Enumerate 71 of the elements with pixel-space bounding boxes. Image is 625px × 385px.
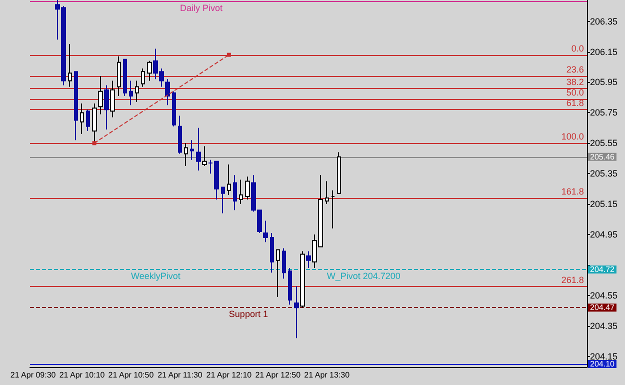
candlestick [306, 250, 311, 269]
candlestick [98, 76, 103, 115]
x-tick-label: 21 Apr 09:30 [10, 370, 56, 380]
candlestick [104, 84, 109, 130]
candlestick [227, 164, 231, 196]
y-tick-label: 205.55 [590, 138, 618, 148]
candlestick [190, 140, 194, 160]
annotation: 50.0 [566, 87, 584, 98]
annotation: 61.8 [566, 98, 584, 108]
candlestick [80, 103, 84, 135]
candlestick [337, 152, 341, 194]
candlestick [117, 56, 121, 96]
y-tick-label: 205.15 [590, 199, 618, 210]
annotation: 100.0 [561, 132, 584, 142]
candlestick [300, 250, 305, 308]
annotation: Daily Pivot [180, 3, 223, 14]
candlestick [92, 103, 97, 144]
y-tick-label: 204.55 [590, 290, 618, 300]
candlestick [135, 80, 139, 103]
ref-line-label: 204.10 [590, 359, 616, 368]
x-tick-label: 21 Apr 12:50 [255, 370, 302, 380]
annotation: 261.8 [561, 274, 584, 285]
ref-line-label: 204.72 [590, 265, 616, 274]
candlestick [123, 58, 127, 96]
candlestick [294, 286, 299, 339]
candlestick [141, 68, 145, 88]
candlestick [221, 186, 225, 214]
candlestick [165, 78, 170, 106]
candlestick [68, 44, 72, 88]
y-tick-label: 204.15 [590, 351, 618, 362]
candlestick [239, 179, 243, 205]
y-tick-label: 206.35 [590, 16, 618, 26]
y-tick-label: 205.95 [590, 77, 618, 88]
candlestick [129, 80, 133, 106]
y-tick-label: 205.35 [590, 168, 618, 179]
annotation: 161.8 [561, 186, 584, 196]
candlestick [86, 109, 90, 132]
candlestick [172, 90, 176, 127]
annotation: 23.6 [566, 64, 584, 75]
candlestick [245, 176, 250, 200]
x-tick-label: 21 Apr 11:30 [158, 370, 203, 380]
annotation: 0.0 [571, 43, 584, 54]
x-tick-label: 21 Apr 12:10 [206, 370, 252, 380]
candlestick [184, 142, 188, 166]
candlestick [233, 174, 237, 211]
candlestick [74, 71, 78, 141]
ref-line-label: 205.46 [590, 152, 616, 162]
annotation: W_Pivot 204.7200 [326, 271, 400, 282]
candlestick [202, 146, 207, 166]
x-tick-label: 21 Apr 13:30 [304, 370, 350, 380]
candlestick [263, 220, 268, 243]
x-tick-label: 21 Apr 10:50 [108, 370, 154, 380]
candlestick [282, 248, 286, 280]
y-tick-label: 204.95 [590, 230, 618, 240]
candlestick [276, 249, 280, 298]
candlestick [288, 268, 292, 306]
x-tick-label: 21 Apr 10:10 [59, 370, 106, 380]
candlestick [147, 60, 152, 82]
candlestick [110, 80, 115, 118]
ref-line-label: 204.47 [590, 303, 616, 312]
annotation: WeeklyPivot [130, 271, 181, 282]
candlestick [178, 115, 182, 154]
annotation: Support 1 [228, 309, 268, 320]
candlestick [325, 180, 329, 205]
y-tick-label: 206.15 [590, 46, 618, 57]
y-tick-label: 204.35 [590, 320, 618, 331]
candlestick [270, 232, 274, 274]
candlestick [331, 190, 335, 229]
annotation: 38.2 [566, 76, 584, 87]
candlestick [196, 127, 201, 172]
y-tick-label: 205.75 [590, 108, 618, 118]
